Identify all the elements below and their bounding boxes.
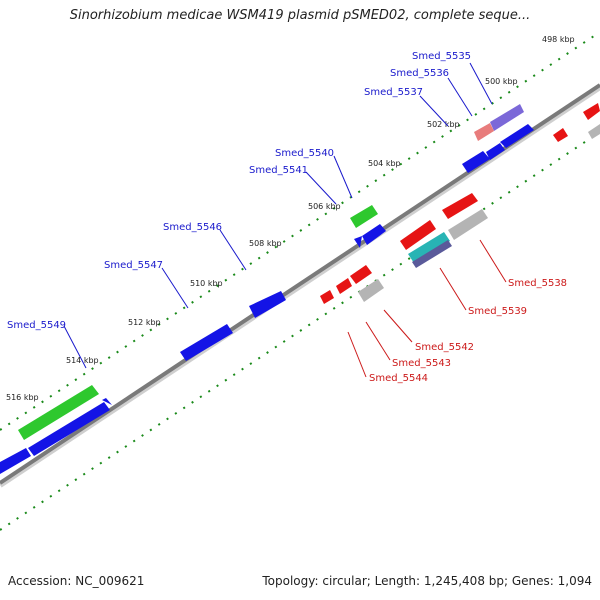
gene-forward[interactable] xyxy=(180,324,233,361)
tick-label-516: 516 kbp xyxy=(6,393,39,402)
gene-forward[interactable] xyxy=(28,402,110,456)
gene-forward[interactable] xyxy=(462,151,490,173)
scale-track-upper xyxy=(0,31,600,431)
gene-forward[interactable] xyxy=(362,224,386,245)
gene-label-smed-5549[interactable]: Smed_5549 xyxy=(7,320,66,331)
gene-reverse[interactable] xyxy=(583,103,600,120)
gene-reverse[interactable] xyxy=(412,240,452,268)
gene-label-smed-5547[interactable]: Smed_5547 xyxy=(104,260,163,271)
tick-label-508: 508 kbp xyxy=(249,239,282,248)
gene-label-smed-5535[interactable]: Smed_5535 xyxy=(412,51,471,62)
gene-label-smed-5538[interactable]: Smed_5538 xyxy=(508,278,567,289)
gene-forward[interactable] xyxy=(474,123,494,141)
reverse-genes xyxy=(320,103,600,304)
gene-reverse[interactable] xyxy=(588,124,600,139)
gene-label-smed-5544[interactable]: Smed_5544 xyxy=(369,373,428,384)
gene-forward[interactable] xyxy=(0,448,31,474)
gene-label-smed-5541[interactable]: Smed_5541 xyxy=(249,165,308,176)
gene-forward[interactable] xyxy=(354,236,362,248)
tick-label-498: 498 kbp xyxy=(542,35,575,44)
gene-reverse[interactable] xyxy=(336,278,352,294)
gene-reverse[interactable] xyxy=(320,290,334,304)
tick-label-510: 510 kbp xyxy=(190,279,223,288)
tick-label-506: 506 kbp xyxy=(308,202,341,211)
gene-label-smed-5543[interactable]: Smed_5543 xyxy=(392,358,451,369)
gene-forward[interactable] xyxy=(102,398,112,405)
summary-text: Topology: circular; Length: 1,245,408 bp… xyxy=(262,574,592,588)
gene-reverse[interactable] xyxy=(400,220,436,250)
tick-label-512: 512 kbp xyxy=(128,318,161,327)
gene-label-smed-5537[interactable]: Smed_5537 xyxy=(364,87,423,98)
forward-leader-lines xyxy=(63,62,493,369)
gene-reverse[interactable] xyxy=(442,193,478,219)
map-title: Sinorhizobium medicae WSM419 plasmid pSM… xyxy=(69,8,531,23)
scale-track-lower xyxy=(0,131,600,531)
gene-reverse[interactable] xyxy=(408,232,450,263)
tick-label-504: 504 kbp xyxy=(368,159,401,168)
gene-label-smed-5542[interactable]: Smed_5542 xyxy=(415,342,474,353)
gene-forward[interactable] xyxy=(500,124,534,148)
tick-label-502: 502 kbp xyxy=(427,120,460,129)
gene-label-smed-5546[interactable]: Smed_5546 xyxy=(163,222,222,233)
reverse-leader-lines xyxy=(347,239,507,378)
gene-reverse[interactable] xyxy=(358,279,384,302)
gene-reverse[interactable] xyxy=(448,209,488,240)
gene-reverse[interactable] xyxy=(553,128,568,142)
tick-label-500: 500 kbp xyxy=(485,77,518,86)
accession-text: Accession: NC_009621 xyxy=(8,574,145,588)
gene-forward[interactable] xyxy=(486,143,505,160)
gene-forward[interactable] xyxy=(18,385,99,440)
gene-forward[interactable] xyxy=(490,104,524,131)
gene-label-smed-5540[interactable]: Smed_5540 xyxy=(275,148,334,159)
gene-forward[interactable] xyxy=(249,291,286,318)
forward-genes xyxy=(0,104,534,474)
gene-forward[interactable] xyxy=(350,205,378,228)
gene-label-smed-5536[interactable]: Smed_5536 xyxy=(390,68,449,79)
gene-reverse[interactable] xyxy=(350,265,372,284)
gene-label-smed-5539[interactable]: Smed_5539 xyxy=(468,306,527,317)
